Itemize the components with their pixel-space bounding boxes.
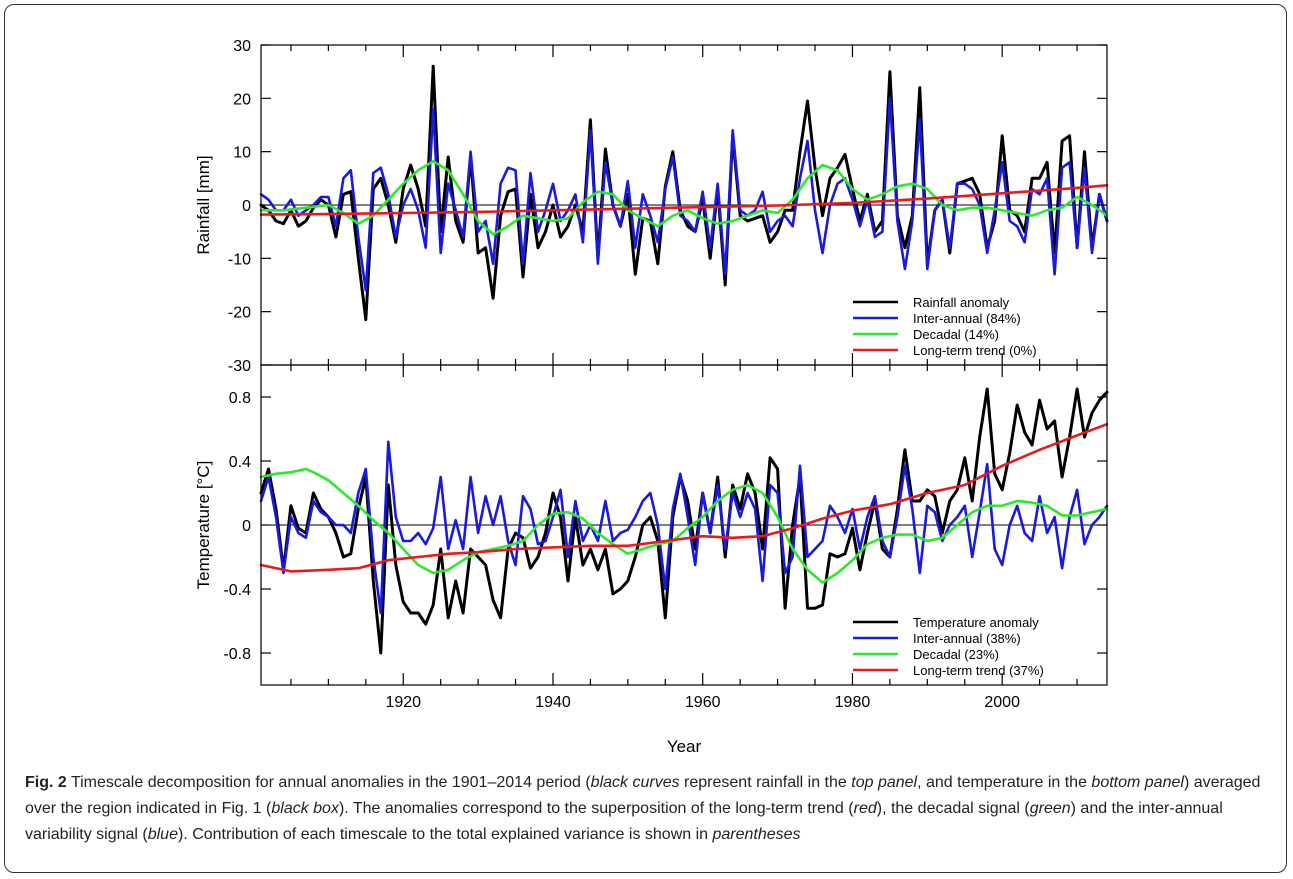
caption-segment: represent rainfall in the [679, 774, 852, 791]
y-tick-label: 0.8 [229, 390, 251, 407]
caption-segment: ), the decadal signal ( [876, 800, 1030, 817]
legend-label: Temperature anomaly [913, 615, 1039, 630]
legend-label: Inter-annual (38%) [913, 631, 1021, 646]
y-axis-label: Temperature [°C] [194, 461, 213, 590]
y-tick-label: 30 [233, 38, 251, 55]
legend-label: Rainfall anomaly [913, 295, 1010, 310]
y-tick-label: -0.4 [223, 582, 251, 599]
x-tick-label: 1980 [835, 694, 871, 711]
series-line [259, 422, 1109, 573]
legend-label: Long-term trend (0%) [913, 343, 1037, 358]
series-line [259, 467, 1109, 584]
x-tick-label: 1940 [535, 694, 571, 711]
y-tick-label: 20 [233, 91, 251, 108]
caption-segment: ). The anomalies correspond to the super… [338, 800, 854, 817]
series-line [259, 97, 1109, 292]
caption-segment: , and temperature in the [917, 774, 1092, 791]
caption-segment: Timescale decomposition for annual anoma… [66, 774, 591, 791]
x-tick-label: 1920 [385, 694, 421, 711]
x-tick-label: 2000 [984, 694, 1020, 711]
x-axis-label: Year [667, 737, 702, 756]
caption-segment: black box [271, 800, 339, 817]
caption-segment: parentheses [712, 826, 801, 843]
caption-segment: blue [147, 826, 178, 843]
series-line [259, 160, 1109, 236]
caption-segment: ). Contribution of each timescale to the… [177, 826, 713, 843]
series-line [259, 440, 1109, 615]
y-tick-label: -0.8 [223, 646, 251, 663]
caption-segment: top panel [851, 774, 918, 791]
series-line [259, 184, 1109, 216]
y-tick-label: 0 [242, 518, 251, 535]
caption-segment: green [1029, 800, 1071, 817]
y-tick-label: -10 [228, 251, 251, 268]
legend-label: Decadal (14%) [913, 327, 999, 342]
panel-rainfall: -30 -20 -10 0 10 20 30 Rainfall [mm] Rainfall an… [194, 38, 1109, 375]
series-line [259, 387, 1109, 655]
y-axis-label: Rainfall [mm] [194, 155, 213, 254]
caption-segment: ) averaged over the region indicated in … [25, 774, 1261, 817]
legend-label: Long-term trend (37%) [913, 663, 1044, 678]
y-tick-label: 10 [233, 145, 251, 162]
y-tick-label: 0 [242, 198, 251, 215]
figure-frame: -30 -20 -10 0 10 20 30 Rainfall [mm] Rainfall an… [4, 4, 1287, 873]
y-tick-label: -30 [228, 358, 251, 375]
panel-temperature: -0.8 -0.4 0 0.4 0.8 1920 1940 1960 1980 2000 Tempe… [194, 364, 1109, 756]
legend-label: Decadal (23%) [913, 647, 999, 662]
figure-svg: -30 -20 -10 0 10 20 30 Rainfall [mm] Rainfall an… [194, 38, 1109, 756]
y-tick-label: 0.4 [229, 454, 251, 471]
y-tick-label: -20 [228, 305, 251, 322]
legend-label: Inter-annual (84%) [913, 311, 1021, 326]
x-tick-label: 1960 [685, 694, 721, 711]
figure-caption: Fig. 2 Timescale decomposition for annua… [25, 770, 1280, 848]
caption-label: Fig. 2 [25, 774, 67, 791]
caption-segment: black curves [590, 774, 680, 791]
caption-segment: ) and the inter-annual variability signa… [25, 800, 1223, 843]
caption-segment: red [853, 800, 877, 817]
caption-body: Timescale decomposition for annual anoma… [25, 774, 1260, 843]
caption-segment: bottom panel [1091, 774, 1184, 791]
